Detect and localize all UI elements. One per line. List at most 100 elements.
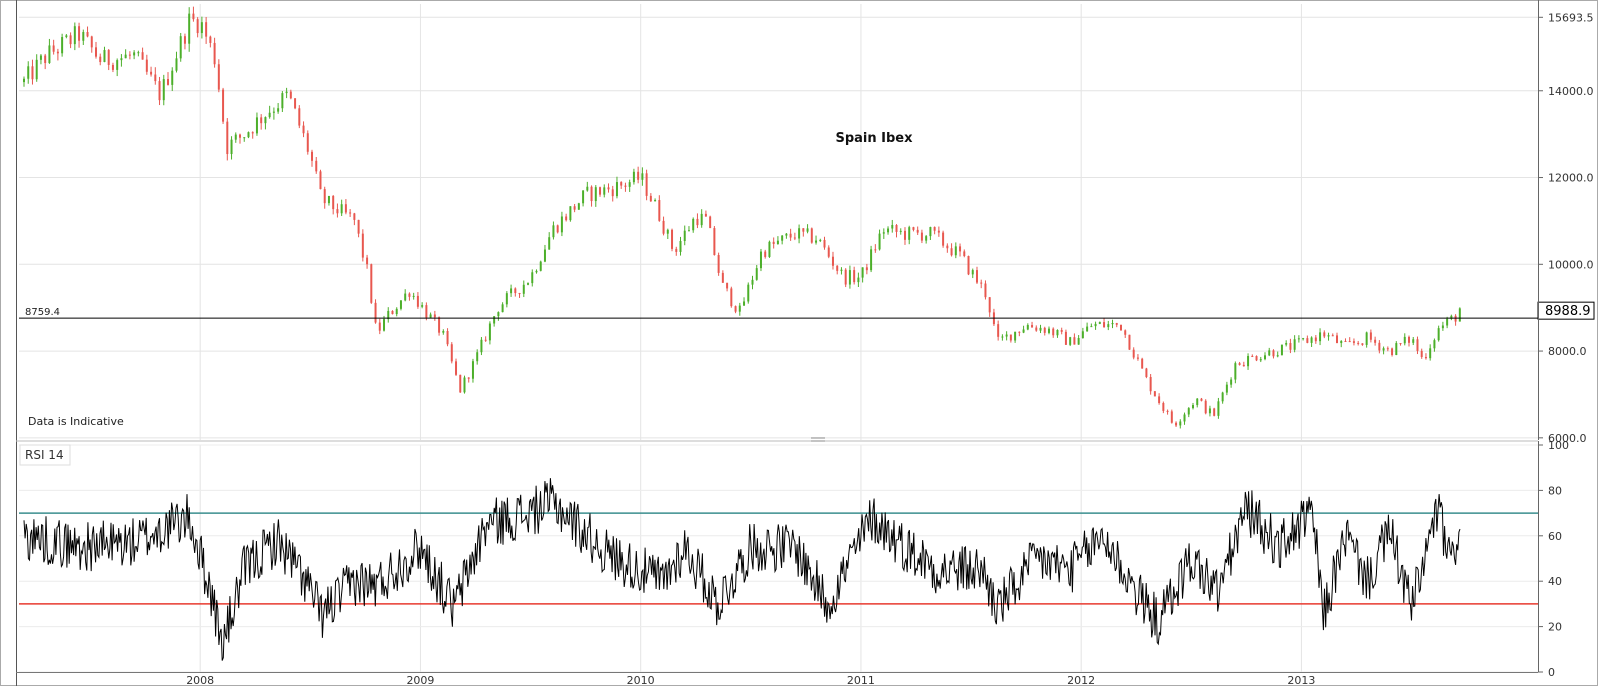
candle-body xyxy=(781,235,784,241)
candle-body xyxy=(281,93,284,109)
candle-body xyxy=(624,185,627,187)
candle-body xyxy=(61,37,64,54)
candle-body xyxy=(967,256,970,275)
candle-body xyxy=(776,240,779,244)
candle-body xyxy=(383,319,386,331)
candle-body xyxy=(827,247,830,257)
candle-body xyxy=(1323,332,1326,337)
candle-body xyxy=(1458,308,1461,322)
candle-body xyxy=(179,36,182,59)
candle-body xyxy=(628,182,631,187)
candle-body xyxy=(679,240,682,252)
candle-body xyxy=(387,310,390,320)
x-tick-label: 2010 xyxy=(627,674,655,686)
candle-body xyxy=(1280,344,1283,356)
candle-body xyxy=(311,151,314,161)
candle-body xyxy=(806,228,809,232)
candle-body xyxy=(632,171,635,183)
candle-body xyxy=(620,182,623,186)
candle-body xyxy=(56,51,59,54)
candle-body xyxy=(133,52,136,56)
candle-body xyxy=(1420,350,1423,357)
rsi-series-line xyxy=(23,478,1461,661)
candle-body xyxy=(988,297,991,313)
candle-body xyxy=(1344,340,1347,342)
candle-body xyxy=(222,89,225,122)
candle-body xyxy=(1183,414,1186,422)
candle-body xyxy=(1263,355,1266,360)
candle-body xyxy=(1060,330,1063,332)
candle-body xyxy=(1031,325,1034,328)
candle-body xyxy=(730,288,733,307)
candle-body xyxy=(1005,334,1008,337)
candle-body xyxy=(429,314,432,318)
candle-body xyxy=(857,277,860,283)
candle-body xyxy=(128,54,131,56)
candle-body xyxy=(929,227,932,237)
candle-body xyxy=(942,232,945,246)
candle-body xyxy=(31,66,34,80)
candle-body xyxy=(1302,338,1305,340)
candle-body xyxy=(111,64,114,70)
candle-body xyxy=(1352,341,1355,343)
candle-body xyxy=(391,310,394,315)
rsi-panel: RSI 14 100 80 60 40 20 0 xyxy=(19,439,1569,679)
candle-body xyxy=(577,203,580,210)
candle-body xyxy=(378,322,381,331)
price-y-tick-label: 10000.0 xyxy=(1548,258,1594,271)
candle-body xyxy=(1285,343,1288,345)
candle-body xyxy=(158,81,161,101)
candle-body xyxy=(916,229,919,233)
candle-body xyxy=(1077,337,1080,345)
candle-body xyxy=(1217,401,1220,416)
x-tick-label: 2013 xyxy=(1287,674,1315,686)
candle-body xyxy=(802,228,805,232)
candle-body xyxy=(1310,337,1313,343)
candle-body xyxy=(141,52,144,60)
candle-body xyxy=(666,229,669,234)
candle-body xyxy=(433,314,436,318)
candle-body xyxy=(1115,323,1118,325)
candle-body xyxy=(865,267,868,271)
candle-body xyxy=(696,218,699,226)
candle-body xyxy=(637,171,640,180)
candle-body xyxy=(1429,348,1432,359)
candle-body xyxy=(315,160,318,172)
price-candles xyxy=(23,6,1461,429)
price-y-axis: 15693.5 14000.0 12000.0 10000.0 8000.0 6000.0 xyxy=(1538,11,1594,445)
candle-body xyxy=(912,227,915,230)
candle-body xyxy=(518,293,521,295)
candle-body xyxy=(1336,335,1339,344)
candle-body xyxy=(704,213,707,217)
candle-body xyxy=(840,269,843,271)
candle-body xyxy=(459,374,462,393)
candle-body xyxy=(1111,323,1114,325)
candle-body xyxy=(887,228,890,233)
last-value-label: 8988.9 xyxy=(1545,304,1591,319)
candle-body xyxy=(1035,327,1038,331)
candle-body xyxy=(416,295,419,307)
rsi-y-tick-label: 40 xyxy=(1548,575,1562,588)
candle-body xyxy=(895,224,898,232)
candle-body xyxy=(1001,336,1004,338)
candle-body xyxy=(1094,323,1097,327)
candle-body xyxy=(1357,342,1360,344)
candle-body xyxy=(497,312,500,317)
candle-body xyxy=(997,324,1000,337)
candle-body xyxy=(1251,356,1254,358)
candle-body xyxy=(772,241,775,244)
candle-body xyxy=(1454,315,1457,322)
rsi-y-tick-label: 0 xyxy=(1548,666,1555,679)
candle-body xyxy=(200,22,203,34)
candle-body xyxy=(1433,340,1436,349)
candle-body xyxy=(599,187,602,195)
candle-body xyxy=(1056,330,1059,336)
candle-body xyxy=(954,246,957,256)
panel-resize-handle[interactable] xyxy=(811,437,825,442)
candle-body xyxy=(700,213,703,226)
candle-body xyxy=(1259,359,1262,361)
candle-body xyxy=(768,241,771,257)
candle-body xyxy=(1297,338,1300,340)
candle-body xyxy=(230,139,233,155)
